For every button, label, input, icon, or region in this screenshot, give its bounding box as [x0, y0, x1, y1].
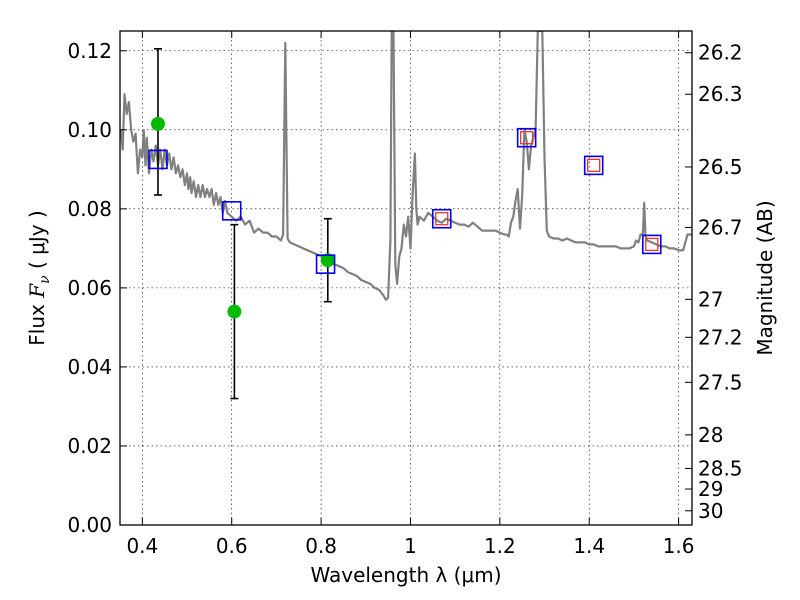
x-axis-label: Wavelength λ (μm) [310, 563, 501, 587]
model-square-marker [221, 201, 242, 221]
magnitude-tick-label: 27.5 [698, 370, 743, 394]
observed-point [320, 253, 335, 268]
magnitude-tick-label: 28 [698, 423, 723, 447]
magnitude-tick-label: 27.2 [698, 325, 743, 349]
x-tick-label: 1.4 [573, 534, 605, 558]
x-tick-label: 1.6 [663, 534, 695, 558]
y-label-subscript: ν [37, 275, 53, 284]
model-square-marker [583, 155, 604, 176]
model-square-marker [315, 254, 336, 274]
y-label-prefix: Flux [25, 298, 49, 346]
axis-ticks: 0.4 0.6 0.8 1 1.2 1.4 1.6 0.00 0.02 0.04 0.06 0.08 0… [67, 31, 743, 558]
predicted-square-marker [435, 212, 449, 226]
magnitude-tick-label: 30 [698, 499, 723, 523]
y-tick-label: 0.12 [67, 39, 112, 63]
y-tick-label: 0.08 [67, 197, 112, 221]
x-tick-label: 1 [404, 534, 417, 558]
magnitude-tick-label: 26.5 [698, 155, 743, 179]
predicted-square-marker [520, 131, 534, 145]
magnitude-tick-label: 29 [698, 477, 723, 501]
magnitude-tick-label: 27 [698, 287, 723, 311]
y-tick-label: 0.10 [67, 118, 112, 142]
y-tick-label: 0.04 [67, 355, 112, 379]
model-spectrum-line [120, 31, 692, 301]
x-tick-label: 1.2 [484, 534, 516, 558]
predicted-square-marker [587, 158, 601, 173]
model-square-marker [641, 234, 662, 255]
y-label-units: ( μJy ) [25, 210, 49, 275]
y-tick-label: 0.00 [67, 513, 112, 537]
model-square-marker [516, 127, 537, 148]
observed-point [150, 116, 165, 131]
x-tick-label: 0.8 [305, 534, 337, 558]
plot-area [120, 31, 692, 400]
x-tick-label: 0.4 [126, 534, 158, 558]
model-square-marker [148, 149, 168, 170]
x-tick-label: 0.6 [216, 534, 248, 558]
plot-frame [119, 30, 693, 526]
magnitude-tick-label: 26.2 [698, 41, 743, 65]
y-axis-label-left: Flux Fν ( μJy ) [25, 210, 53, 345]
magnitude-tick-label: 28.5 [698, 456, 743, 480]
magnitude-tick-label: 26.3 [698, 82, 743, 106]
y-axis-label-right: Magnitude (AB) [753, 200, 777, 355]
model-square-marker [431, 208, 452, 229]
magnitude-tick-label: 26.7 [698, 215, 743, 239]
predicted-square-marker [645, 237, 659, 252]
y-tick-label: 0.06 [67, 276, 112, 300]
y-tick-label: 0.02 [67, 434, 112, 458]
observed-point [227, 304, 242, 319]
y-label-symbol: F [25, 283, 49, 299]
